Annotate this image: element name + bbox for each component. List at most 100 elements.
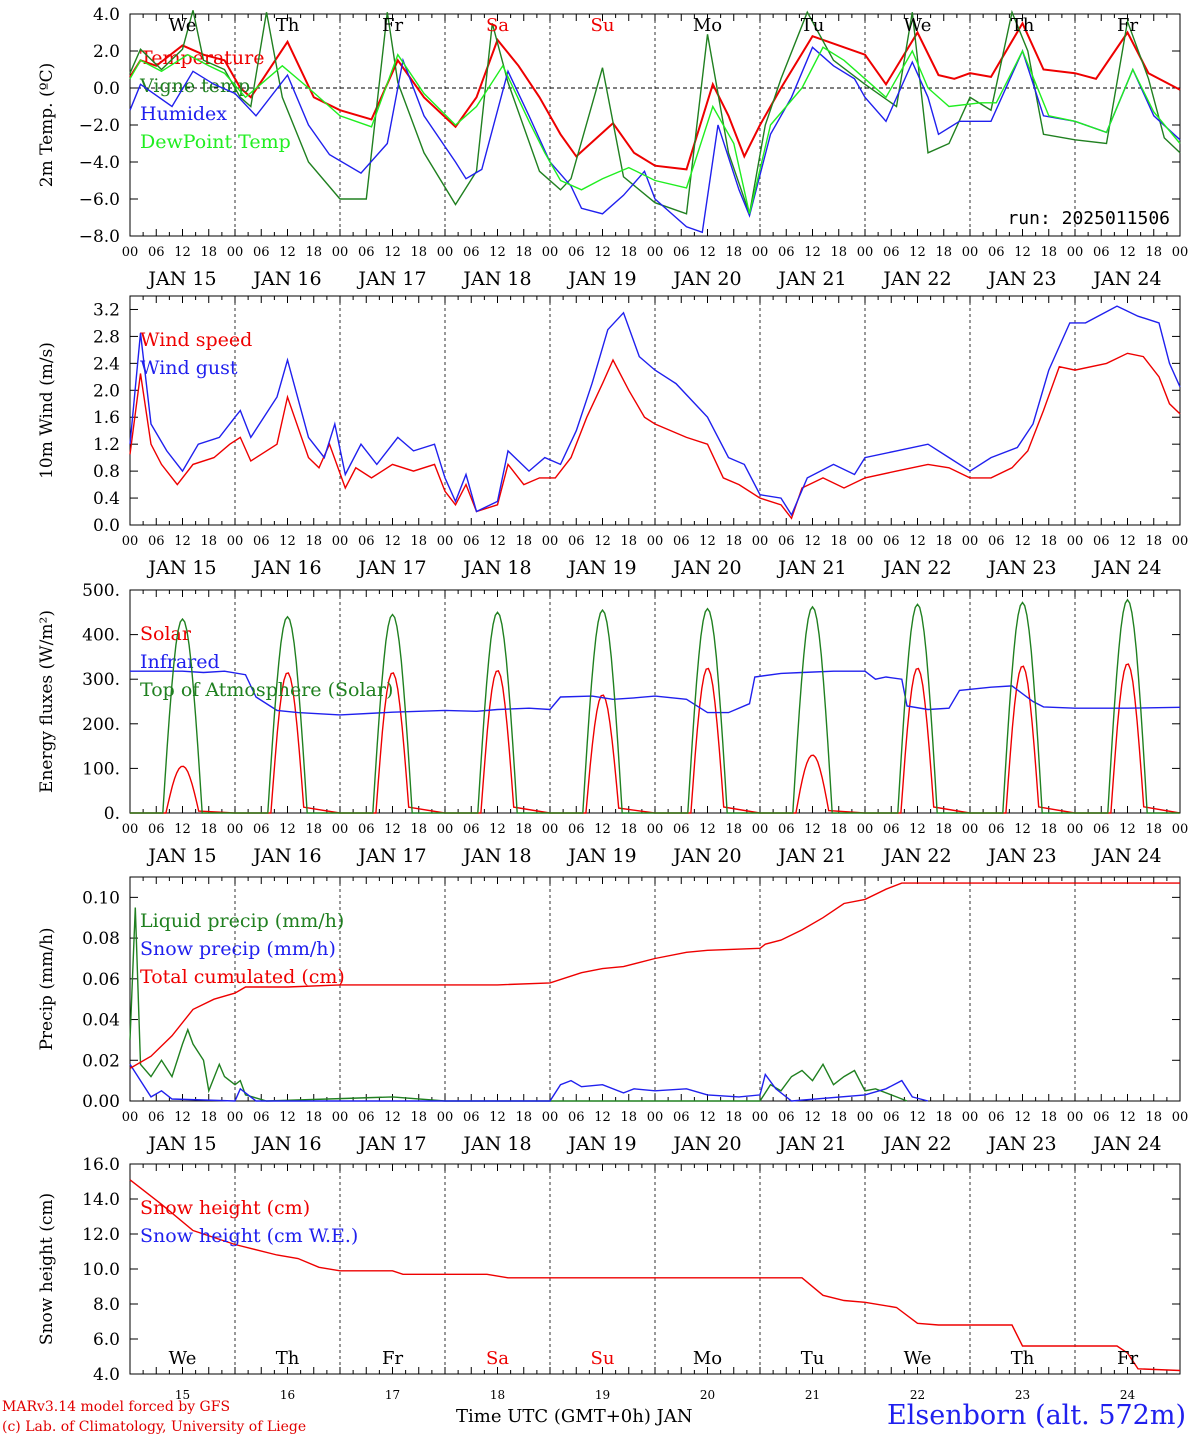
day-label: JAN 24 [1091,1133,1161,1155]
hour-tick-label: 12 [909,1110,926,1125]
day-label: JAN 23 [986,1133,1056,1155]
day-label: JAN 20 [671,268,741,290]
hour-tick-label: 00 [647,1110,664,1125]
y-tick-label: 0.10 [82,888,120,908]
day-label: JAN 24 [1091,268,1161,290]
hour-tick-label: 12 [1014,534,1031,549]
day-number: 22 [910,1388,925,1402]
model-credit: MARv3.14 model forced by GFS [2,1399,231,1415]
y-tick-label: −4.0 [79,153,120,173]
day-number: 16 [280,1388,295,1402]
day-label: JAN 24 [1091,845,1161,867]
hour-tick-label: 18 [830,1110,847,1125]
hour-tick-label: 00 [1172,245,1189,260]
weekday-label-bottom: Fr [382,1348,403,1369]
hour-tick-label: 00 [752,1110,769,1125]
hour-tick-label: 00 [227,245,244,260]
hour-tick-label: 12 [489,534,506,549]
hour-tick-label: 00 [857,1110,874,1125]
hour-tick-label: 12 [699,534,716,549]
y-tick-label: 2.0 [93,42,120,62]
day-number: 18 [490,1388,505,1402]
hour-tick-label: 06 [1093,1110,1110,1125]
hour-tick-label: 00 [1067,534,1084,549]
hour-tick-label: 18 [410,822,427,837]
legend-entry: Top of Atmosphere (Solar) [140,679,393,701]
y-tick-label: 0.02 [82,1051,120,1071]
y-tick-label: 2.0 [93,381,120,401]
hour-tick-label: 18 [1040,245,1057,260]
hour-tick-label: 00 [437,534,454,549]
hour-tick-label: 12 [1119,822,1136,837]
hour-tick-label: 06 [463,534,480,549]
hour-tick-label: 18 [305,534,322,549]
y-tick-label: 0.0 [93,516,120,536]
weekday-label-bottom: Sa [486,1348,509,1369]
series-line [129,882,1180,1070]
day-label: JAN 19 [566,268,636,290]
hour-tick-label: 06 [883,1110,900,1125]
hour-tick-label: 06 [988,245,1005,260]
hour-tick-label: 12 [1014,822,1031,837]
hour-tick-label: 18 [200,245,217,260]
y-tick-label: 3.2 [93,300,120,320]
y-tick-label: −8.0 [79,227,120,247]
day-label: JAN 17 [356,1133,426,1155]
y-axis-title: Energy fluxes (W/m²) [37,610,57,793]
weekday-label-top: Su [591,15,615,36]
legend-entry: Vigne temp [139,75,250,97]
hour-tick-label: 06 [1093,534,1110,549]
hour-tick-label: 06 [988,822,1005,837]
day-label: JAN 17 [356,268,426,290]
hour-tick-label: 18 [200,822,217,837]
hour-tick-label: 00 [647,245,664,260]
y-tick-label: 10.0 [82,1260,120,1280]
y-axis-title: 10m Wind (m/s) [37,342,57,479]
day-label: JAN 18 [461,268,531,290]
hour-tick-label: 00 [332,1110,349,1125]
day-label: JAN 20 [671,845,741,867]
hour-tick-label: 12 [594,245,611,260]
hour-tick-label: 12 [174,822,191,837]
hour-tick-label: 18 [830,534,847,549]
hour-tick-label: 18 [305,822,322,837]
y-tick-label: 0.06 [82,970,120,990]
y-tick-label: −2.0 [79,116,120,136]
y-tick-label: −6.0 [79,190,120,210]
weekday-label-bottom: Fr [1117,1348,1138,1369]
hour-tick-label: 00 [752,245,769,260]
day-label: JAN 21 [776,268,846,290]
panel-2: 3.2 2.8 2.4 2.0 1.6 1.2 0.8 0.4 0.0 10m Wind (m/s… [37,295,1188,579]
legend-entry: Snow precip (mm/h) [140,938,336,960]
hour-tick-label: 12 [384,822,401,837]
hour-tick-label: 00 [962,822,979,837]
hour-tick-label: 06 [463,1110,480,1125]
hour-tick-label: 00 [962,534,979,549]
hour-tick-label: 00 [542,534,559,549]
hour-tick-label: 06 [778,245,795,260]
legend-entry: Snow height (cm) [140,1197,310,1219]
day-label: JAN 19 [566,557,636,579]
y-tick-label: 4.0 [93,1365,120,1385]
hour-tick-label: 18 [515,1110,532,1125]
legend-entry: Solar [140,623,192,645]
hour-tick-label: 06 [253,245,270,260]
weekday-label-bottom: Tu [801,1348,825,1369]
hour-tick-label: 18 [620,822,637,837]
weekday-label-bottom: We [904,1348,932,1369]
hour-tick-label: 18 [1145,822,1162,837]
day-label: JAN 17 [356,845,426,867]
day-label: JAN 20 [671,1133,741,1155]
y-tick-label: 0.04 [82,1011,120,1031]
legend-entry: Snow height (cm W.E.) [140,1225,358,1247]
hour-tick-label: 00 [1172,822,1189,837]
legend-entry: Infrared [140,651,220,673]
hour-tick-label: 18 [725,245,742,260]
y-tick-label: 1.6 [93,408,120,428]
hour-tick-label: 18 [515,534,532,549]
day-label: JAN 18 [461,1133,531,1155]
y-tick-label: 0.08 [82,929,120,949]
panel-frame [129,589,1181,814]
day-label: JAN 19 [566,1133,636,1155]
day-label: JAN 18 [461,557,531,579]
